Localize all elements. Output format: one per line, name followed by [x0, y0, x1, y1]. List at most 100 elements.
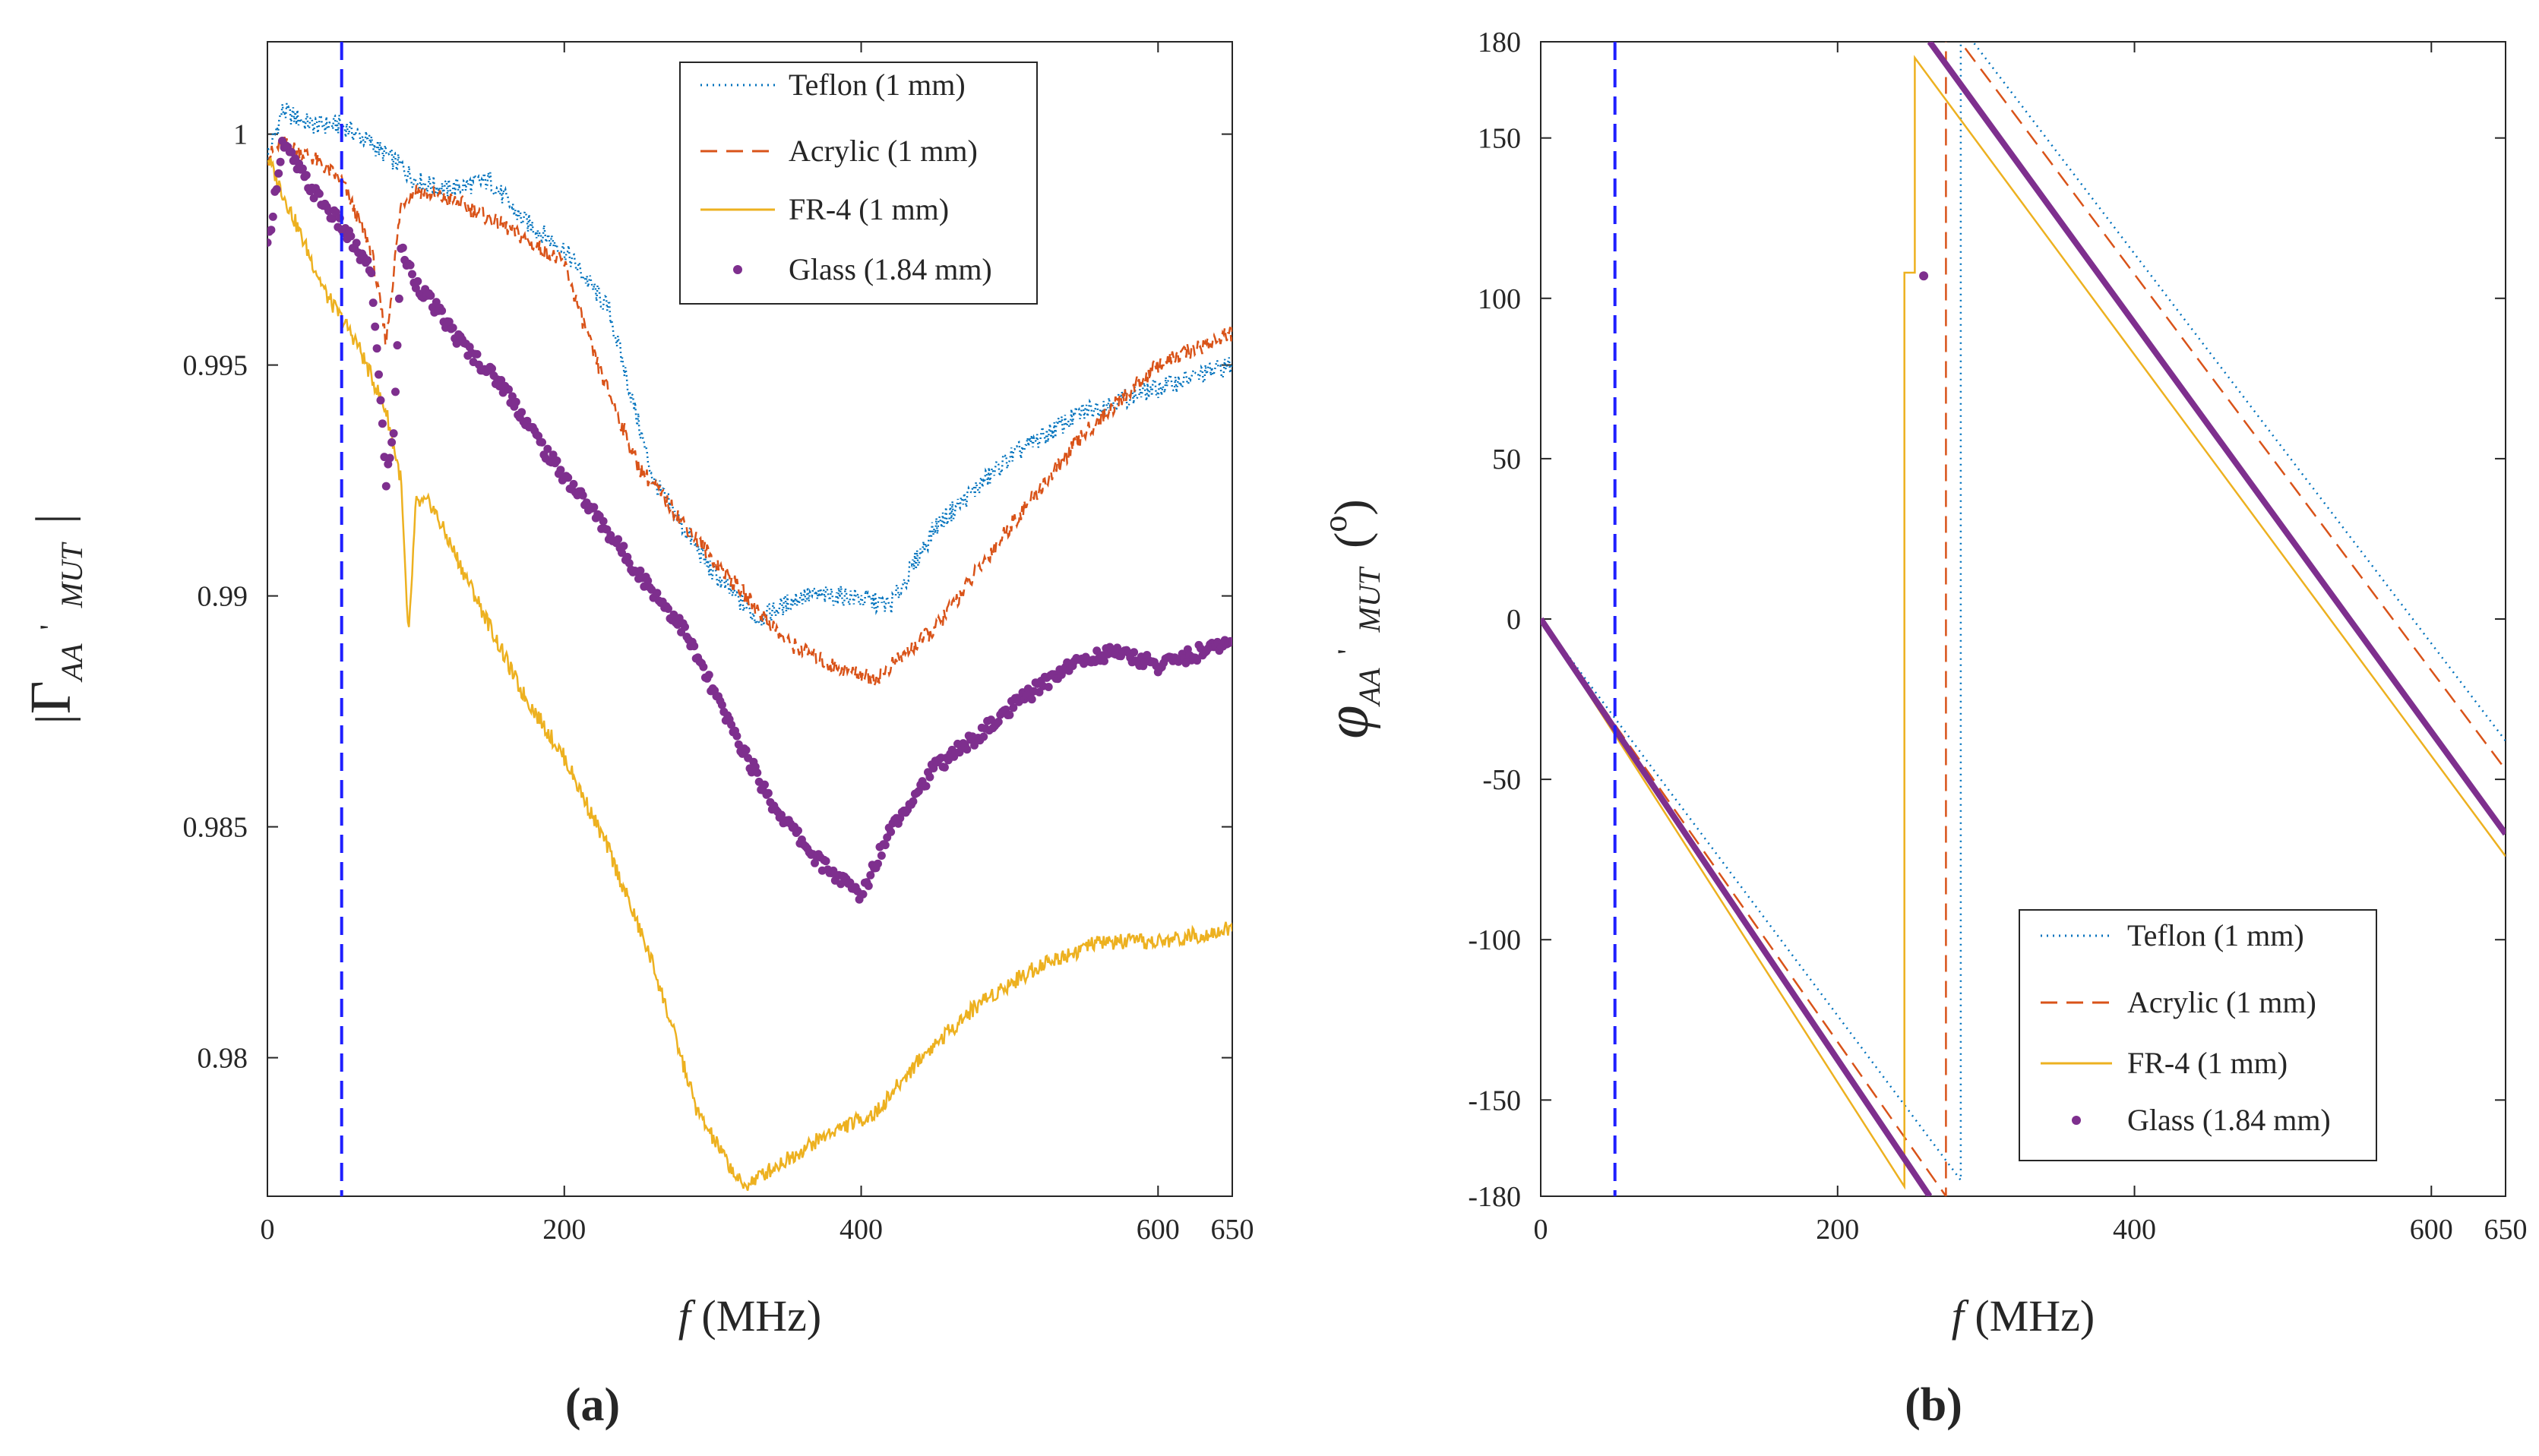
glass-marker — [328, 214, 337, 223]
glass-marker — [408, 270, 416, 279]
legend-swatch-a-glass — [733, 265, 742, 274]
series-b-acrylic-1-mm — [1541, 42, 2506, 1196]
glass-marker — [268, 212, 277, 221]
glass-marker — [1228, 637, 1232, 646]
glass-marker — [363, 256, 372, 265]
glass-marker — [909, 797, 918, 806]
x-tick-label: 0 — [1534, 1214, 1548, 1246]
series-b-glass-1-84-mm — [1541, 42, 2506, 1196]
x-tick-label: 400 — [839, 1214, 883, 1246]
glass-marker — [517, 408, 526, 417]
y-tick-label: 0.995 — [183, 350, 248, 382]
y-axis-label-b: φAA'MUT(o) — [1314, 499, 1386, 738]
glass-marker — [653, 589, 662, 598]
y-tick-label: -180 — [1468, 1181, 1521, 1213]
glass-marker — [624, 559, 634, 567]
y-tick-label: -150 — [1468, 1085, 1521, 1116]
glass-marker — [444, 317, 454, 327]
y-tick-label: 180 — [1478, 27, 1521, 58]
y-axis-label-a: |ΓAA'MUT| — [19, 514, 89, 725]
glass-marker — [590, 503, 599, 512]
glass-marker — [881, 841, 890, 850]
y-tick-label: 0.99 — [198, 581, 248, 613]
legend-a: Teflon (1 mm) Acrylic (1 mm) FR-4 (1 mm)… — [679, 62, 1038, 305]
glass-marker — [1027, 695, 1036, 704]
series-b-fr-4-1-mm — [1541, 55, 2506, 1190]
y-tick-label: 50 — [1492, 444, 1521, 475]
legend-label-a-teflon: Teflon (1 mm) — [789, 68, 966, 102]
glass-marker — [385, 453, 394, 463]
x-tick-label: 400 — [2113, 1214, 2156, 1246]
glass-marker — [276, 157, 285, 166]
glass-marker — [1035, 687, 1044, 696]
y-ticks-a: 0.98 0.985 0.99 0.995 1 — [183, 119, 1232, 1075]
glass-marker — [346, 232, 356, 241]
glass-marker — [371, 322, 380, 331]
glass-marker — [887, 827, 896, 836]
glass-marker — [925, 772, 934, 782]
legend-label-b-fr4: FR-4 (1 mm) — [2127, 1046, 2288, 1080]
y-tick-label: 1 — [233, 119, 248, 151]
y-ticks-b: -180 -150 -100 -50 0 50 100 150 180 — [1468, 27, 2506, 1213]
y-tick-label: 0 — [1507, 604, 1521, 636]
legend-label-a-glass: Glass (1.84 mm) — [789, 252, 992, 286]
glass-marker — [963, 745, 972, 754]
legend-label-a-acrylic: Acrylic (1 mm) — [789, 134, 978, 168]
series-b — [1541, 42, 2506, 1196]
x-ticks-b: 0 200 400 600 650 — [1534, 42, 2528, 1246]
chart-panel-a: 0.98 0.985 0.99 0.995 1 0 200 400 600 650 Teflon… — [19, 41, 1254, 1431]
glass-marker — [372, 344, 381, 353]
glass-marker — [690, 642, 699, 651]
glass-marker — [1130, 648, 1139, 657]
y-tick-label: 0.98 — [198, 1043, 248, 1075]
glass-marker — [753, 768, 762, 777]
x-tick-label: 600 — [1137, 1214, 1180, 1246]
glass-marker — [375, 370, 383, 379]
x-ticks-a: 0 200 400 600 650 — [261, 42, 1254, 1246]
glass-marker — [764, 788, 773, 797]
glass-marker — [538, 437, 546, 447]
glass-marker — [504, 385, 513, 394]
glass-marker — [368, 298, 378, 308]
glass-marker — [614, 535, 623, 544]
glass-marker — [681, 622, 689, 631]
glass-marker — [389, 429, 398, 438]
glass-marker — [1919, 271, 1929, 281]
glass-marker — [1005, 710, 1014, 719]
glass-marker — [619, 542, 628, 551]
glass-marker — [315, 189, 324, 198]
glass-marker — [877, 851, 886, 860]
series-a-fr-4-1-mm — [267, 157, 1232, 1191]
x-tick-label: 0 — [261, 1214, 275, 1246]
glass-marker — [393, 341, 402, 350]
series-a — [267, 103, 1232, 1191]
y-tick-label: 0.985 — [183, 812, 248, 844]
glass-marker — [267, 226, 276, 235]
glass-marker — [578, 491, 587, 500]
glass-marker — [378, 419, 387, 428]
glass-marker — [438, 306, 447, 315]
chart-panel-b: -180 -150 -100 -50 0 50 100 150 180 0 200 400 600 65… — [1314, 27, 2528, 1431]
glass-marker — [717, 700, 726, 709]
panel-label-a: (a) — [565, 1379, 620, 1431]
glass-marker — [352, 238, 361, 248]
glass-marker — [643, 576, 653, 586]
glass-marker — [979, 732, 988, 741]
glass-marker — [821, 857, 830, 866]
glass-line-segment-1 — [1541, 617, 1933, 1196]
glass-marker — [636, 566, 645, 575]
glass-marker — [556, 466, 565, 475]
glass-marker — [811, 858, 819, 867]
glass-marker — [267, 238, 272, 247]
legend-label-b-acrylic: Acrylic (1 mm) — [2127, 985, 2316, 1019]
x-axis-label-a: f (MHz) — [678, 1291, 821, 1341]
legend-label-b-glass: Glass (1.84 mm) — [2127, 1103, 2331, 1137]
glass-marker — [1092, 646, 1102, 655]
glass-marker — [394, 294, 403, 303]
glass-marker — [664, 605, 672, 613]
glass-marker — [448, 324, 457, 333]
glass-marker — [376, 396, 385, 405]
glass-marker — [406, 261, 415, 270]
series-a-glass-1-84-mm — [267, 137, 1232, 904]
glass-marker — [929, 764, 938, 772]
